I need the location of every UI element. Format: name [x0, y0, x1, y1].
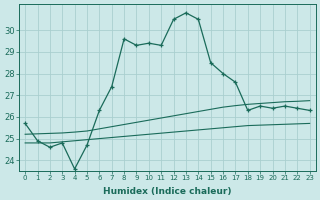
X-axis label: Humidex (Indice chaleur): Humidex (Indice chaleur) [103, 187, 232, 196]
